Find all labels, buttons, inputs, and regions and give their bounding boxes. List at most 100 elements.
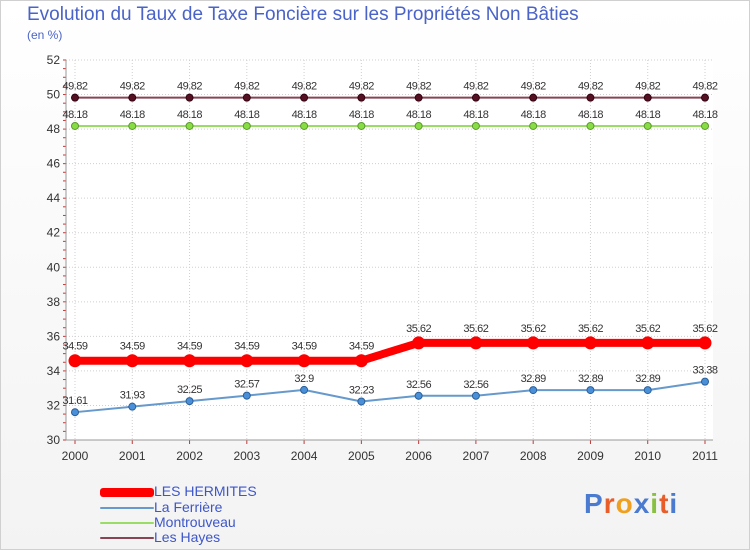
- data-label: 49.82: [292, 81, 317, 93]
- data-point: [701, 93, 709, 102]
- x-tick-label: 2002: [176, 449, 203, 463]
- y-tick-label: 42: [47, 226, 61, 240]
- data-point: [357, 397, 366, 406]
- y-tick-label: 44: [47, 191, 61, 205]
- data-label: 48.18: [349, 109, 374, 121]
- data-point: [643, 121, 652, 130]
- data-point: [357, 121, 366, 130]
- data-label: 49.82: [463, 81, 488, 93]
- data-label: 49.82: [62, 81, 87, 93]
- logo-letter: t: [659, 488, 670, 519]
- data-point: [583, 336, 597, 350]
- data-label: 48.18: [406, 109, 431, 121]
- data-label: 35.62: [406, 323, 431, 335]
- data-label: 33.38: [692, 365, 717, 377]
- data-point: [471, 121, 480, 130]
- data-point: [471, 93, 480, 102]
- y-tick-label: 38: [47, 295, 61, 309]
- x-tick-label: 2011: [692, 449, 718, 463]
- y-tick-label: 50: [47, 88, 61, 102]
- data-point: [300, 121, 309, 130]
- data-point: [701, 121, 709, 130]
- data-label: 49.82: [234, 81, 259, 93]
- data-label: 35.62: [521, 323, 546, 335]
- data-point: [586, 386, 595, 395]
- data-label: 35.62: [463, 323, 488, 335]
- data-label: 48.18: [578, 109, 603, 121]
- data-label: 34.59: [62, 341, 87, 353]
- data-label: 48.18: [521, 109, 546, 121]
- x-tick-label: 2001: [119, 449, 146, 463]
- data-label: 48.18: [120, 109, 145, 121]
- series-line-0: [75, 338, 705, 365]
- data-label: 32.89: [635, 373, 660, 385]
- legend-swatch: [100, 507, 154, 509]
- data-label: 49.82: [349, 81, 374, 93]
- series-line-1: [74, 380, 706, 414]
- logo-letter: i: [669, 488, 679, 519]
- data-label: 32.56: [406, 379, 431, 391]
- x-tick-label: 2006: [405, 449, 432, 463]
- data-point: [414, 121, 423, 130]
- data-label: 48.18: [635, 109, 660, 121]
- data-label: 35.62: [578, 323, 603, 335]
- data-point: [185, 121, 194, 130]
- data-point: [240, 354, 254, 368]
- data-point: [701, 377, 709, 386]
- x-tick-label: 2010: [634, 449, 661, 463]
- logo-letter: r: [603, 488, 616, 519]
- x-tick-label: 2009: [577, 449, 604, 463]
- x-tick-label: 2003: [233, 449, 260, 463]
- data-point: [242, 93, 251, 102]
- data-point: [125, 354, 139, 368]
- y-tick-label: 48: [47, 122, 61, 136]
- data-point: [68, 354, 82, 368]
- y-tick-label: 32: [47, 398, 61, 412]
- data-point: [354, 354, 368, 368]
- data-label: 49.82: [177, 81, 202, 93]
- data-label: 49.82: [635, 81, 660, 93]
- x-tick-label: 2007: [463, 449, 490, 463]
- data-point: [71, 408, 79, 417]
- data-label: 34.59: [292, 341, 317, 353]
- legend-swatch: [100, 537, 154, 539]
- data-point: [297, 354, 311, 368]
- data-point: [526, 336, 540, 350]
- chart-subtitle: (en %): [27, 28, 63, 42]
- data-point: [71, 121, 79, 130]
- legend-label: Montrouveau: [154, 514, 236, 530]
- data-label: 35.62: [692, 323, 717, 335]
- data-point: [414, 391, 423, 400]
- data-point: [471, 391, 480, 400]
- logo-letter: i: [650, 488, 660, 519]
- data-point: [412, 336, 426, 350]
- x-tick-label: 2008: [520, 449, 547, 463]
- data-point: [128, 93, 137, 102]
- data-point: [586, 93, 595, 102]
- plot-area: [66, 60, 713, 440]
- logo-letter: x: [633, 488, 651, 519]
- data-label: 34.59: [234, 341, 259, 353]
- data-point: [414, 93, 423, 102]
- data-label: 32.25: [177, 384, 202, 396]
- data-point: [469, 336, 483, 350]
- data-label: 31.61: [62, 395, 87, 407]
- data-label: 48.18: [692, 109, 717, 121]
- y-tick-label: 40: [47, 260, 61, 274]
- data-point: [357, 93, 366, 102]
- data-label: 48.18: [62, 109, 87, 121]
- data-label: 34.59: [177, 341, 202, 353]
- legend-label: LES HERMITES: [154, 483, 257, 499]
- legend-swatch: [100, 522, 154, 524]
- data-label: 34.59: [349, 341, 374, 353]
- legend-label: Les Hayes: [154, 529, 221, 545]
- logo-letter: P: [584, 488, 604, 519]
- y-tick-label: 34: [47, 364, 61, 378]
- legend-label: La Ferrière: [154, 499, 223, 515]
- data-label: 49.82: [120, 81, 145, 93]
- y-tick-label: 46: [47, 157, 61, 171]
- data-point: [71, 93, 79, 102]
- data-point: [529, 386, 538, 395]
- data-label: 32.9: [294, 373, 314, 385]
